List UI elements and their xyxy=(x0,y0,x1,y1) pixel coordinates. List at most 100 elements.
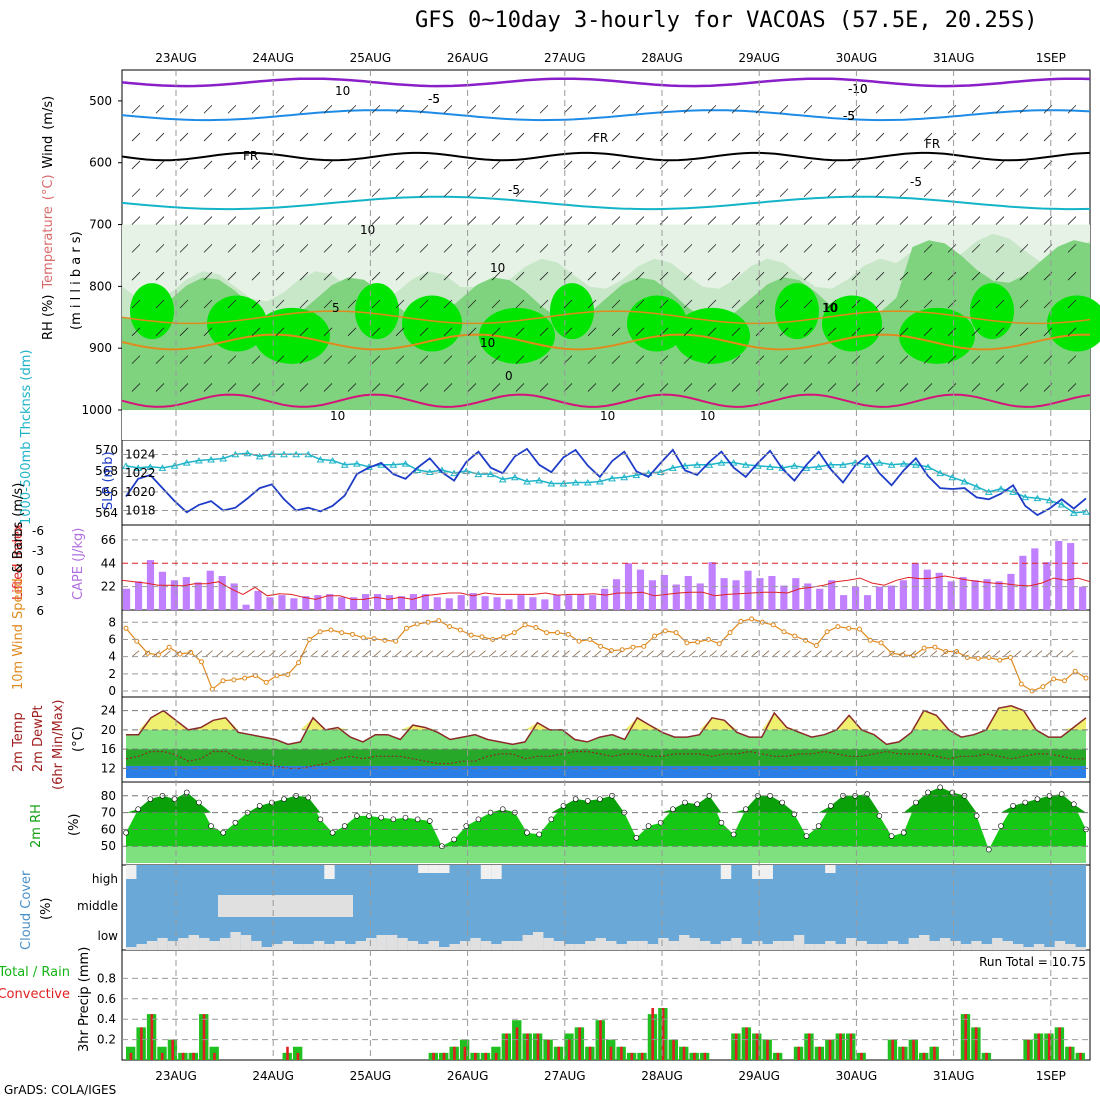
cloud-low-bar xyxy=(741,944,753,950)
cloud-low-bar xyxy=(731,938,742,950)
wind-barb xyxy=(827,355,837,364)
wind-barb xyxy=(491,383,501,392)
cloud-low-bar xyxy=(679,935,690,950)
wind-barb-10m xyxy=(352,650,360,657)
precip-conv-bar xyxy=(755,1033,759,1060)
wind-barb-10m xyxy=(625,650,633,657)
wind-barb xyxy=(443,160,453,170)
cloud-high-bar xyxy=(720,865,732,879)
wind-barb xyxy=(155,188,165,198)
cloud-low-bar xyxy=(543,938,554,950)
wind-barb xyxy=(539,216,549,225)
thickness-point xyxy=(547,480,556,487)
wind-barb xyxy=(131,355,141,364)
wind-barb-10m xyxy=(1024,650,1032,657)
wind-barb xyxy=(947,160,957,170)
wind-barb xyxy=(683,160,693,170)
precip-conv-bar xyxy=(734,1033,738,1060)
wind-barb xyxy=(635,188,645,198)
wind-barb xyxy=(467,160,477,170)
wind-speed-point xyxy=(975,655,981,661)
wind-barb xyxy=(275,383,285,392)
wind-barb xyxy=(563,132,573,142)
wind-barb xyxy=(923,132,933,142)
rh-point xyxy=(985,846,992,853)
wind-barb-10m xyxy=(971,650,980,657)
wind-barb xyxy=(1019,327,1029,337)
wind-barb xyxy=(587,271,597,281)
contour-freezing xyxy=(121,151,1091,162)
wind-barb xyxy=(563,104,573,114)
cape-bar xyxy=(218,576,226,610)
rh-point xyxy=(414,816,421,823)
wind-speed-point xyxy=(781,629,787,635)
cape-bar xyxy=(541,599,549,610)
wind-barb xyxy=(971,383,981,392)
wind-barb xyxy=(179,383,189,392)
precip-conv-bar xyxy=(150,1014,154,1060)
wind-barb xyxy=(179,160,189,170)
wind-speed-point xyxy=(727,630,733,636)
precip-conv-bar xyxy=(181,1052,185,1060)
wind-barb xyxy=(899,383,909,392)
cloud-low-bar xyxy=(720,941,732,950)
wind-barb xyxy=(227,244,237,253)
wind-barb xyxy=(1019,299,1029,309)
wind-barb xyxy=(755,383,765,392)
wind-barb xyxy=(971,188,981,198)
precip-conv-bar xyxy=(609,1046,613,1060)
wind-barb xyxy=(251,355,261,364)
wind-barb xyxy=(251,132,261,142)
wind-barb xyxy=(971,271,981,281)
rh-fill-bright xyxy=(355,283,399,340)
cloud-low-bar xyxy=(689,938,700,950)
wind-barb xyxy=(563,216,573,225)
precip-conv-bar xyxy=(474,1052,477,1060)
rh-fill-high xyxy=(126,787,1086,813)
wind-barb xyxy=(323,104,333,114)
rh-fill-bright xyxy=(479,307,555,364)
temp-tick: 12 xyxy=(101,761,116,775)
wind-barb xyxy=(587,216,597,225)
wind-barb-10m xyxy=(635,650,644,657)
rh-point xyxy=(998,823,1004,829)
wind-barb xyxy=(203,271,213,281)
wind-speed-point xyxy=(630,644,636,650)
wind-barb-10m xyxy=(919,650,927,657)
cloud-low-bar xyxy=(251,941,262,950)
wind-barb-10m xyxy=(793,650,801,657)
wind-barb xyxy=(155,132,165,142)
cape-bar xyxy=(230,583,238,610)
thickness-point xyxy=(1082,508,1090,515)
wind-barb xyxy=(563,299,573,309)
thickness-point xyxy=(353,460,361,467)
wind-barb xyxy=(131,327,141,337)
thickness-point xyxy=(207,456,215,463)
wind-barb xyxy=(203,383,213,392)
precip-conv-bar xyxy=(213,1052,216,1060)
wind-barb xyxy=(995,104,1005,114)
top-day-label: 27AUG xyxy=(544,51,586,65)
wind-barb xyxy=(467,216,477,225)
wind-barb xyxy=(803,132,813,142)
wind-barb xyxy=(851,244,861,253)
thickness-point xyxy=(608,474,616,482)
wind-tick: 0 xyxy=(108,684,116,698)
wind-barb xyxy=(851,132,861,142)
wind-barb xyxy=(731,188,741,198)
wind-barb xyxy=(587,244,597,253)
wind-barb-10m xyxy=(257,650,266,657)
cloud-low-bar xyxy=(522,935,533,950)
precip-conv-bar xyxy=(515,1027,519,1060)
wind-barb xyxy=(395,327,405,337)
wind-barb xyxy=(443,244,453,253)
rh-point xyxy=(329,829,336,836)
upper-ytick: 600 xyxy=(89,156,112,170)
upper-ylabel: RH (%) Temperature (°C) Wind (m/s) xyxy=(41,96,56,340)
wind-barb xyxy=(251,327,261,337)
wind-barb-10m xyxy=(856,650,864,657)
wind-barb xyxy=(587,104,597,114)
wind-barb xyxy=(995,299,1005,309)
cape-bar xyxy=(529,597,537,610)
wind-barb-10m xyxy=(499,650,507,657)
